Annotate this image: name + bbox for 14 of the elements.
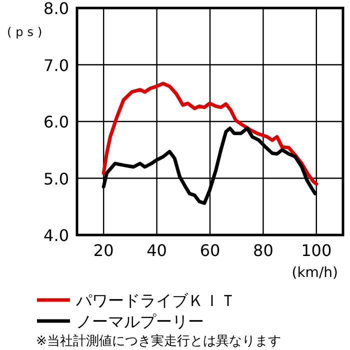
x-tick-label: 100 — [301, 241, 332, 260]
y-tick-label: 8.0 — [44, 0, 69, 18]
y-tick-label: 6.0 — [44, 112, 69, 132]
y-tick-label: 5.0 — [44, 169, 69, 188]
y-axis-title: (ps) — [7, 25, 46, 39]
x-tick-label: 20 — [93, 241, 114, 260]
legend-label: ノーマルプーリー — [76, 312, 204, 331]
y-tick-label: 7.0 — [44, 56, 69, 75]
legend-label: パワードライブＫＩＴ — [75, 291, 236, 310]
x-tick-label: 60 — [200, 241, 220, 260]
x-axis-title: (km/h) — [292, 265, 338, 281]
x-tick-label: 80 — [253, 241, 274, 260]
y-tick-label: 4.0 — [44, 226, 69, 245]
x-tick-label: 40 — [146, 241, 167, 260]
